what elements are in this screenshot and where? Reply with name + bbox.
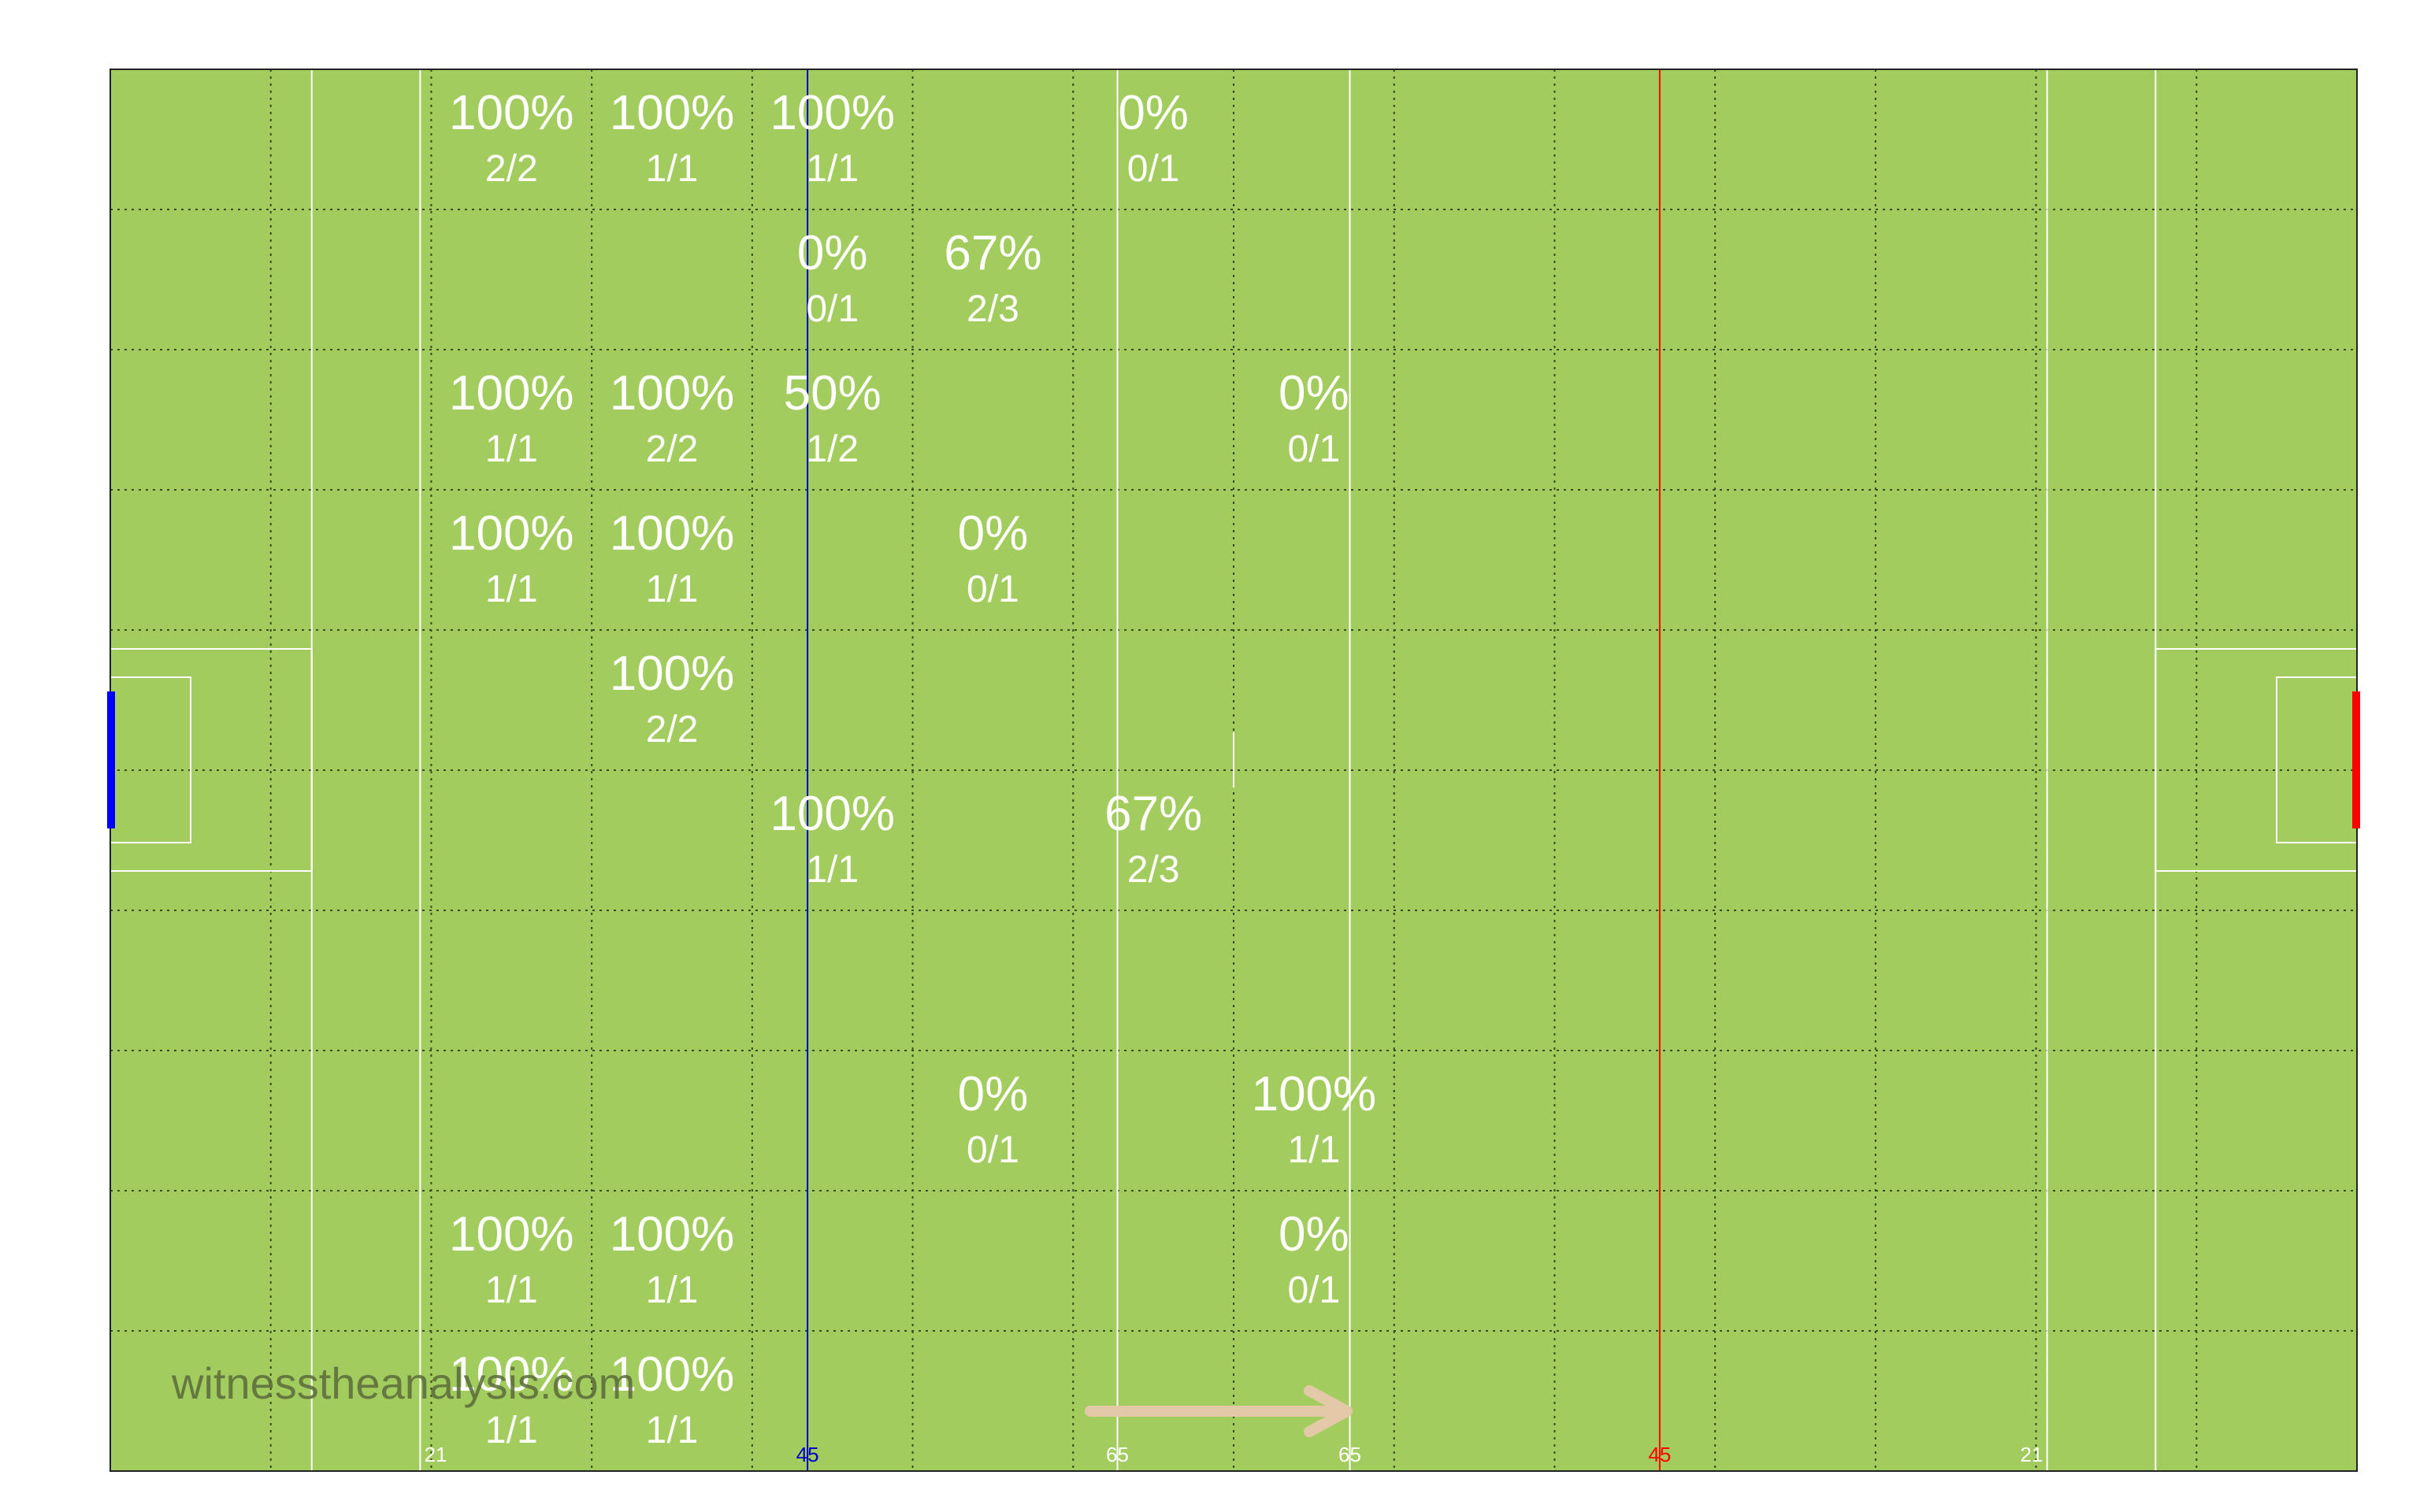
zone-cell: 0%0/1 [797, 226, 868, 330]
opp-goal [2352, 691, 2360, 828]
zone-attempts: 0/1 [967, 569, 1019, 610]
zone-cell: 100% 1/1 [610, 86, 735, 190]
line-label: 21 [2020, 1443, 2043, 1466]
zone-success-rate: 100% [610, 647, 735, 701]
zone-success-rate: 100% [770, 787, 895, 841]
attack-direction-arrow [1085, 1385, 1353, 1437]
zone-cell: 0%0/1 [1279, 366, 1349, 470]
line-label: 65 [1106, 1443, 1129, 1466]
zone-success-rate: 100% [610, 366, 735, 421]
zone-success-rate: 100% [449, 506, 574, 561]
zone-attempts: 0/1 [1287, 1269, 1340, 1311]
zone-attempts: 1/1 [646, 569, 699, 610]
zone-cell: 100% 1/1 [449, 1207, 574, 1311]
zone-success-rate: 100% [1252, 1067, 1377, 1121]
own-goal [107, 691, 115, 828]
arrow-head [1304, 1385, 1353, 1437]
zone-attempts: 1/1 [485, 569, 538, 610]
zone-success-rate: 100% [770, 86, 895, 140]
zone-cell: 0%0/1 [958, 506, 1029, 610]
zone-cell: 0%0/1 [958, 1067, 1029, 1171]
zone-cell: 67%2/3 [1104, 787, 1202, 891]
zone-success-rate: 0% [1279, 366, 1349, 421]
zone-success-rate: 0% [1279, 1207, 1349, 1262]
zone-success-rate: 0% [1118, 86, 1189, 140]
watermark: witnesstheanalysis.com [171, 1358, 635, 1408]
zone-cell: 100% 2/2 [610, 366, 735, 470]
zone-attempts: 1/1 [646, 148, 699, 190]
line-labels: 21 45 65 65 45 21 [425, 1443, 2043, 1466]
zone-attempts: 0/1 [967, 1129, 1019, 1171]
zone-cell: 100% 1/1 [610, 1347, 735, 1451]
zone-attempts: 1/1 [1287, 1129, 1340, 1171]
zone-success-rate: 100% [449, 1207, 574, 1262]
zone-success-rate: 100% [610, 506, 735, 561]
zone-success-rate: 100% [610, 86, 735, 140]
zone-cell: 100% 1/1 [1252, 1067, 1377, 1171]
zone-success-rate: 0% [958, 1067, 1029, 1121]
line-label: 45 [1648, 1443, 1671, 1466]
zone-values: 100%2/2100%1/1100%1/10%0/10%0/167%2/3100… [449, 86, 1376, 1451]
zone-cell: 0%0/1 [1118, 86, 1189, 190]
zone-attempts: 2/2 [646, 428, 699, 470]
zone-attempts: 1/1 [806, 849, 859, 891]
zone-success-rate: 0% [797, 226, 868, 280]
zone-attempts: 2/2 [646, 709, 699, 750]
zone-cell: 100% 1/1 [610, 1207, 735, 1311]
zone-cell: 100% 1/1 [770, 86, 895, 190]
line-label: 21 [425, 1443, 447, 1466]
zone-attempts: 1/1 [485, 428, 538, 470]
zone-cell: 100% 2/2 [449, 86, 574, 190]
zone-success-rate: 67% [944, 226, 1041, 280]
zone-success-rate: 100% [449, 86, 574, 140]
zone-cell: 100% 1/1 [449, 506, 574, 610]
zone-cell: 50%1/2 [784, 366, 882, 470]
zone-cell: 100% 1/1 [449, 366, 574, 470]
zone-success-rate: 100% [449, 1347, 574, 1402]
zone-attempts: 2/2 [485, 148, 538, 190]
zone-attempts: 0/1 [1127, 148, 1180, 190]
zone-cell: 100% 1/1 [770, 787, 895, 891]
zone-success-rate: 100% [610, 1207, 735, 1262]
zone-success-rate: 100% [449, 366, 574, 421]
zone-cell: 0%0/1 [1279, 1207, 1349, 1311]
pitch-markings [107, 69, 2360, 1472]
zone-cell: 67%2/3 [944, 226, 1041, 330]
zone-attempts: 2/3 [967, 288, 1019, 330]
zone-cell: 100% 1/1 [449, 1347, 574, 1451]
zone-attempts: 2/3 [1127, 849, 1180, 891]
zone-cell: 100% 2/2 [610, 647, 735, 750]
zone-attempts: 1/1 [646, 1269, 699, 1311]
zone-grid [110, 69, 2357, 1471]
zone-attempts: 1/2 [806, 428, 859, 470]
zone-success-rate: 0% [958, 506, 1029, 561]
zone-success-rate: 100% [610, 1347, 735, 1402]
zone-attempts: 0/1 [1287, 428, 1340, 470]
zone-success-rate: 50% [784, 366, 882, 421]
zone-cell: 100% 1/1 [610, 506, 735, 610]
zone-attempts: 1/1 [806, 148, 859, 190]
line-label: 65 [1338, 1443, 1361, 1466]
zone-attempts: 0/1 [806, 288, 859, 330]
line-label: 45 [796, 1443, 819, 1466]
zone-success-rate: 67% [1104, 787, 1202, 841]
zone-attempts: 1/1 [485, 1410, 538, 1451]
zone-attempts: 1/1 [646, 1410, 699, 1451]
zone-attempts: 1/1 [485, 1269, 538, 1311]
